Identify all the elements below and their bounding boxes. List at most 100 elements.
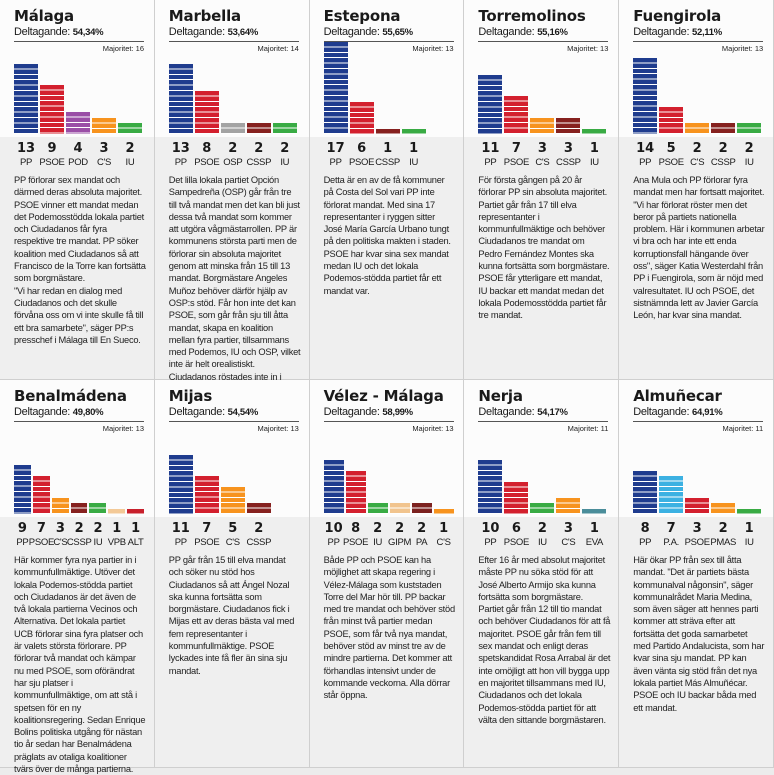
seat-label: 1 EVA <box>582 521 606 549</box>
seat-label: 3 PSOE <box>685 521 711 549</box>
turnout-value: 54,54% <box>227 407 259 418</box>
turnout-label: Deltagande: <box>14 406 71 418</box>
municipality-title: Estepona <box>323 7 401 25</box>
party-name: PA <box>415 537 428 548</box>
seat-count: 8 <box>202 141 212 156</box>
party-name: PP <box>639 157 652 168</box>
turnout-value: 53,64% <box>227 27 259 38</box>
bar-cssp <box>70 503 88 514</box>
party-name: PSOE <box>503 537 530 548</box>
seat-count: 11 <box>171 521 190 536</box>
seat-label: 2 CSSP <box>246 141 271 169</box>
seat-count: 1 <box>744 521 754 536</box>
article-text: Här ökar PP från sex till åtta mandat. "… <box>633 555 765 713</box>
municipality-title: Mijas <box>168 387 213 405</box>
seat-bars <box>478 74 608 134</box>
seat-count: 3 <box>563 521 573 536</box>
seat-labels: 11 PP 7 PSOE 3 C'S 3 CSSP 1 IU <box>478 137 608 169</box>
party-name: CSSP <box>246 157 272 168</box>
majority-label: Majoritet: <box>412 424 444 433</box>
bar-pmas <box>711 503 736 514</box>
bar-iu <box>367 503 388 514</box>
majority-value: 13 <box>290 424 299 433</box>
seat-count: 14 <box>636 141 655 156</box>
seat-bars <box>14 63 144 134</box>
seat-label: 2 C'S <box>685 141 709 169</box>
party-name: PP <box>19 157 33 168</box>
article-text: Det lilla lokala partiet Opción Sampedre… <box>168 175 301 394</box>
majority-value: 11 <box>755 424 764 433</box>
seat-count: 1 <box>439 521 449 536</box>
bar-psoe <box>194 476 219 514</box>
bar-iu <box>401 128 426 134</box>
bar-pa <box>659 476 684 514</box>
turnout-value: 55,16% <box>537 27 568 38</box>
seat-count: 2 <box>280 141 290 156</box>
seat-count: 3 <box>563 141 573 156</box>
seat-bars <box>633 470 763 514</box>
party-name: C'S <box>690 157 705 168</box>
majority-label: Majoritet: <box>567 424 599 433</box>
article-text: PP förlorar sex mandat och därmed deras … <box>14 175 146 345</box>
article-text: Detta är en av de få kommuner på Costa d… <box>323 175 451 296</box>
turnout-label: Deltagande: <box>633 26 690 38</box>
seat-label: 1 IU <box>402 141 426 169</box>
seat-label: 10 PP <box>324 521 344 549</box>
party-name: CSSP <box>556 157 581 168</box>
seat-label: 3 C'S <box>530 141 554 169</box>
seat-count: 2 <box>395 521 405 536</box>
seat-count: 1 <box>589 141 599 156</box>
seat-label: 14 PP <box>633 141 657 169</box>
panel-fuengirola: Fuengirola Deltagande: 52,11% Majoritet:… <box>619 0 774 380</box>
majority: Majoritet: 13 <box>478 44 608 53</box>
seat-count: 2 <box>254 141 264 156</box>
majority: Majoritet: 11 <box>633 424 763 433</box>
seat-label: 17 PP <box>324 141 348 169</box>
seat-bars <box>323 460 454 514</box>
bar-iu <box>582 128 607 134</box>
turnout-label: Deltagande: <box>478 26 535 38</box>
seat-label: 1 C'S <box>434 521 454 549</box>
majority-value: 16 <box>135 44 144 53</box>
majority-value: 13 <box>445 44 454 53</box>
bar-pp <box>168 454 193 514</box>
bar-iu <box>530 503 555 514</box>
seat-labels: 9 PP 7 PSOE 3 C'S 2 CSSP 2 IU 1 VPB 1 ALT <box>14 517 144 549</box>
article-text: Här kommer fyra nya partier in i kommunf… <box>14 555 146 775</box>
seat-label: 2 IU <box>368 521 388 549</box>
seat-label: 2 CSSP <box>67 521 92 549</box>
party-name: PSOE <box>194 537 220 548</box>
seat-count: 10 <box>324 521 343 536</box>
turnout-value: 55,65% <box>382 27 413 38</box>
bar-pp <box>14 465 31 514</box>
turnout-label: Deltagande: <box>168 406 225 418</box>
bar-iu <box>272 123 297 134</box>
party-name: PSOE <box>342 537 369 548</box>
turnout-value: 52,11% <box>691 27 722 38</box>
seat-label: 3 C'S <box>556 521 580 549</box>
majority-value: 13 <box>445 424 454 433</box>
seat-label: 7 PSOE <box>29 521 55 549</box>
bar-cs <box>556 497 581 514</box>
panel-nerja: Nerja Deltagande: 54,17% Majoritet: 11 1… <box>464 380 620 768</box>
bar-iu <box>89 503 107 514</box>
party-name: C'S <box>96 157 112 168</box>
bar-psoe <box>32 476 50 514</box>
seat-count: 3 <box>55 521 65 536</box>
party-name: PP <box>639 537 652 548</box>
chart-area: Fuengirola Deltagande: 52,11% Majoritet:… <box>619 0 773 137</box>
seat-label: 1 VPB <box>108 521 126 549</box>
party-name: CSSP <box>710 157 736 168</box>
bar-psoe <box>349 101 374 134</box>
seat-count: 7 <box>511 141 521 156</box>
seat-count: 13 <box>16 141 36 156</box>
chart-area: Almuñecar Deltagande: 64,91% Majoritet: … <box>619 380 773 517</box>
panel-estepona: Estepona Deltagande: 55,65% Majoritet: 1… <box>309 0 465 380</box>
seat-count: 6 <box>357 141 367 156</box>
party-name: PP <box>327 537 340 548</box>
turnout: Deltagande: 52,11% <box>633 26 764 42</box>
bar-psoe <box>194 90 219 134</box>
bar-cs <box>220 487 245 514</box>
seat-count: 3 <box>692 521 702 536</box>
seat-label: 8 PSOE <box>343 521 369 549</box>
